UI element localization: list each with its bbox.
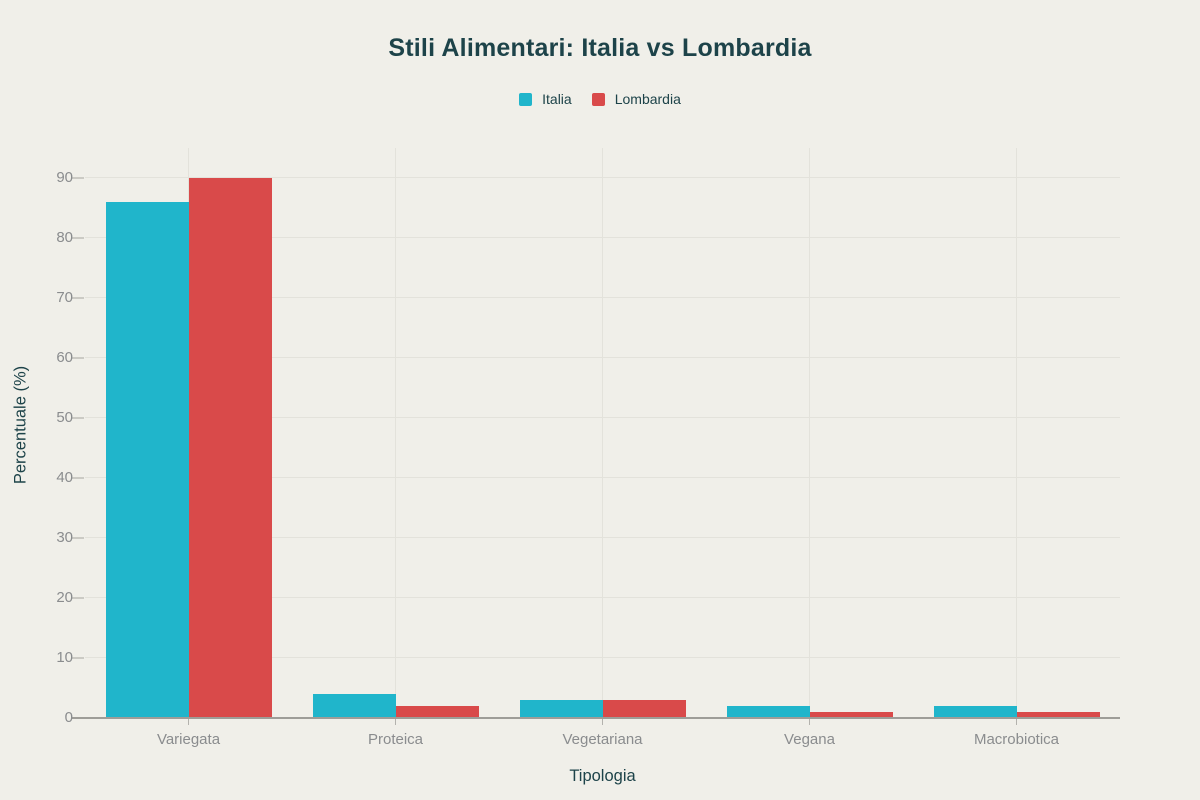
legend-label-italia: Italia bbox=[542, 91, 572, 107]
bar-lombardia-variegata bbox=[188, 178, 272, 718]
y-tick-mark-90 bbox=[72, 177, 84, 179]
legend-swatch-lombardia bbox=[591, 92, 605, 106]
x-tick-mark-vegana bbox=[809, 719, 810, 725]
x-tick-mark-macrobiotica bbox=[1016, 719, 1017, 725]
x-axis-title: Tipologia bbox=[569, 767, 636, 785]
y-tick-mark-30 bbox=[72, 537, 84, 539]
legend: Italia Lombardia bbox=[0, 88, 1200, 110]
bar-italia-macrobiotica bbox=[933, 706, 1017, 718]
x-tick-label-proteica: Proteica bbox=[367, 731, 424, 748]
legend-swatch-italia bbox=[519, 92, 533, 106]
x-axis-line bbox=[72, 717, 1120, 719]
y-tick-label-60: 60 bbox=[56, 349, 73, 366]
gridline-vertical-proteica bbox=[395, 148, 396, 718]
y-tick-label-80: 80 bbox=[56, 229, 73, 246]
bar-italia-vegetariana bbox=[519, 700, 603, 718]
y-tick-label-10: 10 bbox=[56, 649, 73, 666]
x-tick-mark-vegetariana bbox=[602, 719, 603, 725]
y-axis-title: Percentuale (%) bbox=[11, 365, 30, 485]
bar-italia-proteica bbox=[312, 694, 396, 718]
y-tick-label-40: 40 bbox=[56, 469, 73, 486]
x-tick-label-vegetariana: Vegetariana bbox=[562, 731, 643, 748]
y-tick-label-70: 70 bbox=[56, 289, 73, 306]
y-tick-mark-10 bbox=[72, 657, 84, 659]
y-tick-mark-50 bbox=[72, 417, 84, 419]
y-tick-label-20: 20 bbox=[56, 589, 73, 606]
y-tick-mark-70 bbox=[72, 297, 84, 299]
bar-lombardia-vegana bbox=[809, 712, 893, 718]
chart-title: Stili Alimentari: Italia vs Lombardia bbox=[388, 34, 812, 62]
bar-italia-variegata bbox=[105, 202, 189, 718]
x-tick-label-variegata: Variegata bbox=[156, 731, 221, 748]
x-tick-mark-proteica bbox=[395, 719, 396, 725]
legend-label-lombardia: Lombardia bbox=[614, 91, 681, 107]
y-tick-mark-60 bbox=[72, 357, 84, 359]
x-tick-mark-variegata bbox=[188, 719, 189, 725]
y-tick-label-90: 90 bbox=[56, 169, 73, 186]
y-tick-label-0: 0 bbox=[64, 709, 73, 726]
gridline-vertical-macrobiotica bbox=[1016, 148, 1017, 718]
y-tick-mark-80 bbox=[72, 237, 84, 239]
gridline-vertical-vegana bbox=[809, 148, 810, 718]
bar-lombardia-vegetariana bbox=[602, 700, 686, 718]
gridline-vertical-vegetariana bbox=[602, 148, 603, 718]
y-tick-label-30: 30 bbox=[56, 529, 73, 546]
legend-item-lombardia[interactable]: Lombardia bbox=[591, 91, 681, 107]
y-tick-label-50: 50 bbox=[56, 409, 73, 426]
bar-lombardia-macrobiotica bbox=[1016, 712, 1100, 718]
y-tick-mark-20 bbox=[72, 597, 84, 599]
y-tick-mark-40 bbox=[72, 477, 84, 479]
bar-italia-vegana bbox=[726, 706, 810, 718]
legend-item-italia[interactable]: Italia bbox=[519, 91, 572, 107]
x-tick-label-macrobiotica: Macrobiotica bbox=[973, 731, 1060, 748]
x-tick-label-vegana: Vegana bbox=[784, 731, 835, 748]
bar-lombardia-proteica bbox=[395, 706, 479, 718]
